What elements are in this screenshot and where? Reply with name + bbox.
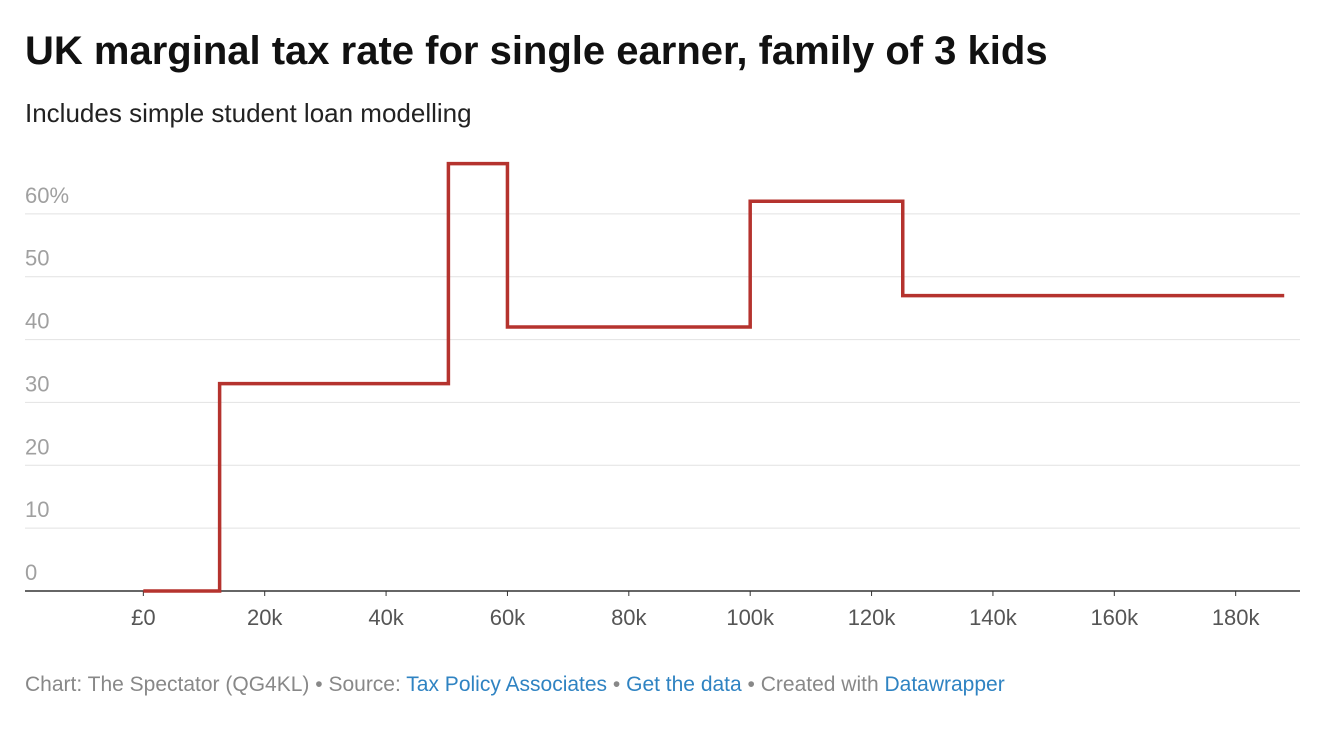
y-tick-label: 50	[25, 246, 49, 271]
footer: Chart: The Spectator (QG4KL) • Source: T…	[25, 673, 1005, 697]
source-label: Source:	[328, 673, 401, 696]
x-tick-label: 160k	[1090, 605, 1139, 630]
x-tick-label: 180k	[1212, 605, 1261, 630]
created: Created with	[760, 673, 879, 696]
y-tick-label: 60%	[25, 183, 69, 208]
credit: Chart: The Spectator (QG4KL)	[25, 673, 310, 696]
x-tick-label: 100k	[726, 605, 775, 630]
x-tick-label: 140k	[969, 605, 1018, 630]
y-tick-label: 10	[25, 497, 49, 522]
step-line	[143, 161, 1285, 593]
x-tick-label: 20k	[247, 605, 283, 630]
chart-title: UK marginal tax rate for single earner, …	[25, 29, 1048, 73]
y-tick-label: 20	[25, 434, 49, 459]
tool-link[interactable]: Datawrapper	[884, 673, 1005, 696]
get-data-link[interactable]: Get the data	[626, 673, 742, 696]
source-link[interactable]: Tax Policy Associates	[406, 673, 608, 696]
y-tick-label: 30	[25, 371, 49, 396]
separator: •	[315, 673, 323, 696]
x-tick-label: 80k	[611, 605, 647, 630]
separator: •	[747, 673, 755, 696]
x-tick-label: 40k	[368, 605, 404, 630]
separator: •	[612, 673, 621, 696]
y-tick-label: 0	[25, 560, 37, 585]
x-tick-label: 60k	[490, 605, 526, 630]
x-tick-label: 120k	[848, 605, 897, 630]
chart-subtitle: Includes simple student loan modelling	[25, 98, 472, 128]
x-tick-label: £0	[131, 605, 155, 630]
y-tick-label: 40	[25, 309, 49, 334]
